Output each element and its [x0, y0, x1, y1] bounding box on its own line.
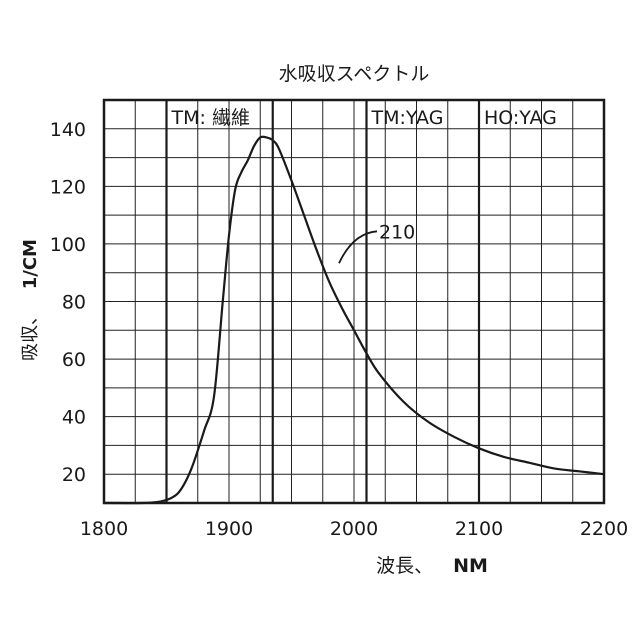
y-tick-label: 80 — [62, 292, 86, 314]
region-labels: TM: 繊維 TM:YAG HO:YAG — [171, 107, 557, 129]
chart-title: 水吸収スペクトル — [279, 63, 430, 85]
y-axis-label-text: 吸収、 — [20, 307, 41, 361]
region-dividers — [165, 100, 481, 503]
annotation-leader — [338, 230, 378, 264]
absorption-curve — [103, 135, 605, 505]
x-tick-label: 2200 — [580, 518, 628, 540]
x-axis-ticks: 1800 1900 2000 2100 2200 — [80, 518, 628, 540]
grid — [104, 100, 604, 503]
curve-group — [103, 135, 605, 505]
annotations: 210 — [338, 221, 415, 264]
annotation-label: 210 — [379, 221, 415, 243]
y-tick-label: 120 — [50, 176, 86, 198]
x-tick-label: 2100 — [455, 518, 503, 540]
y-axis-label: 吸収、 1/CM — [20, 239, 41, 361]
y-axis-ticks: 20 40 60 80 100 120 140 — [50, 119, 86, 486]
y-axis-label-unit: 1/CM — [20, 239, 41, 289]
x-axis-label-unit: NM — [453, 555, 488, 577]
y-tick-label: 140 — [50, 119, 86, 141]
x-axis-label-text: 波長、 — [376, 555, 433, 577]
y-tick-label: 40 — [62, 407, 86, 429]
x-tick-label: 2000 — [330, 518, 378, 540]
y-tick-label: 60 — [62, 349, 86, 371]
x-tick-label: 1800 — [80, 518, 128, 540]
region-label: TM: 繊維 — [171, 107, 250, 129]
x-axis-label: 波長、 NM — [376, 555, 488, 577]
plot-frame — [102, 98, 606, 505]
x-tick-label: 1900 — [205, 518, 253, 540]
y-tick-label: 100 — [50, 234, 86, 256]
region-label: HO:YAG — [484, 107, 557, 129]
y-tick-label: 20 — [62, 464, 86, 486]
region-label: TM:YAG — [371, 107, 444, 129]
